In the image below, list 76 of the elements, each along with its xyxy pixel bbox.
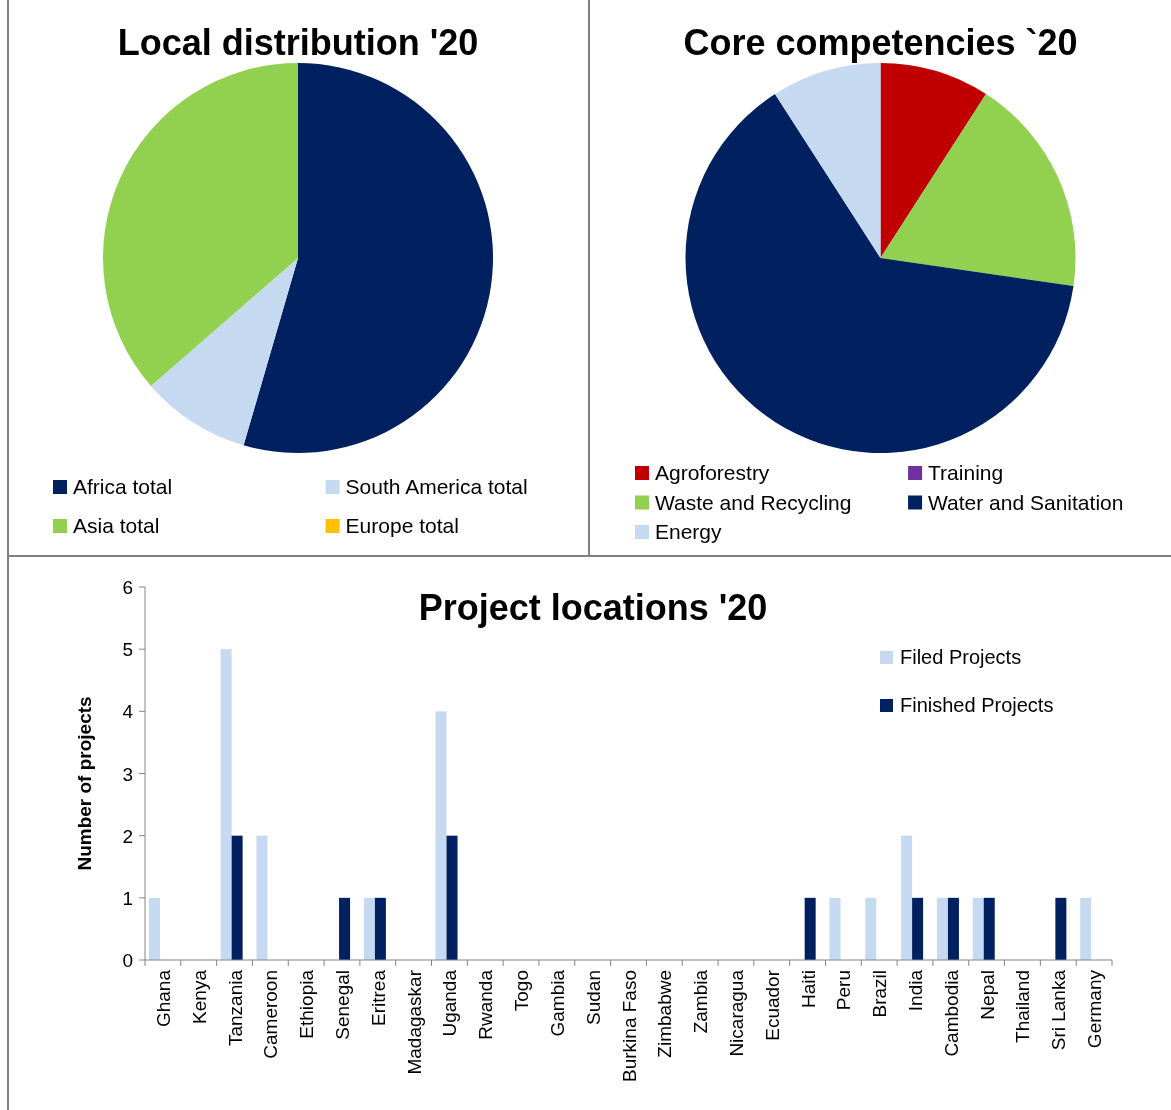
bar [972,897,984,960]
x-tick-label: Cameroon [260,970,282,1059]
pie-slice [103,63,298,387]
bar [947,897,959,960]
x-tick-label: Thailand [1012,970,1034,1043]
x-tick-label: India [905,969,927,1012]
bar [256,835,268,960]
bar [149,897,160,960]
x-tick-label: Eritrea [367,969,389,1026]
chart-title: Core competencies `20 [683,22,1078,63]
bar [912,897,924,960]
x-tick-label: Cambodia [940,969,962,1057]
y-tick-label: 2 [122,825,133,847]
x-tick-label: Haiti [797,970,819,1009]
x-tick-label: Germany [1084,969,1106,1049]
y-tick-label: 1 [122,887,133,909]
legend-label: Energy [655,520,723,543]
x-tick-label: Senegal [331,970,353,1040]
x-tick-label: Burkina Faso [618,970,640,1082]
legend-label: Training [928,461,1004,484]
x-tick-label: Zambia [690,969,712,1034]
bar [804,897,816,960]
x-tick-label: Kenya [188,969,210,1024]
bar [231,835,243,960]
y-tick-label: 4 [122,701,134,723]
chart-title: Local distribution '20 [117,22,479,63]
legend-label: Asia total [73,514,160,537]
y-tick-label: 0 [122,950,133,971]
pie-slice [685,94,1074,453]
pie-slice [243,63,493,453]
x-tick-label: Brazil [869,970,891,1018]
legend-label: Africa total [73,475,173,498]
bar [363,897,375,960]
bar [1055,897,1067,960]
legend-label: Filed Projects [900,646,1022,668]
pie-slice [774,63,881,258]
bar [446,835,458,960]
bar [435,711,447,960]
pie-slice [880,63,987,258]
pie-slice [150,258,298,446]
bar [936,897,948,960]
x-tick-label: Uganda [439,969,461,1037]
pie-slice [880,94,1076,287]
y-tick-label: 6 [122,577,133,598]
legend-label: Water and Sanitation [928,490,1124,514]
x-tick-label: Nepal [976,970,998,1020]
x-tick-label: Sudan [582,970,604,1025]
legend-label: Europe total [345,514,459,537]
x-tick-label: Nicaragua [725,969,747,1057]
x-tick-label: Ghana [152,969,174,1028]
bar [339,897,351,960]
legend-label: South America total [345,475,528,498]
x-tick-label: Peru [833,970,855,1011]
x-tick-label: Ethiopia [296,969,318,1039]
y-axis-title: Number of projects [74,696,95,871]
y-tick-label: 5 [122,639,133,661]
x-tick-label: Gambia [546,969,568,1037]
legend-label: Finished Projects [900,694,1054,716]
x-tick-label: Tanzania [224,969,246,1047]
x-tick-label: Zimbabwe [654,970,676,1058]
x-tick-label: Sri Lanka [1048,969,1070,1051]
x-tick-label: Rwanda [475,969,497,1040]
x-tick-label: Madagaskar [403,969,425,1075]
bar [901,835,913,960]
x-tick-label: Ecuador [761,969,783,1041]
x-tick-label: Togo [511,970,533,1012]
bar [1080,897,1092,960]
bar [374,897,386,960]
bar [983,897,995,960]
bar [220,649,232,960]
legend-label: Waste and Recycling [655,490,852,514]
bar [865,897,877,960]
chart-title: Project locations '20 [418,587,768,628]
bar [829,897,841,960]
legend-label: Agroforestry [655,461,770,484]
y-tick-label: 3 [122,763,133,785]
